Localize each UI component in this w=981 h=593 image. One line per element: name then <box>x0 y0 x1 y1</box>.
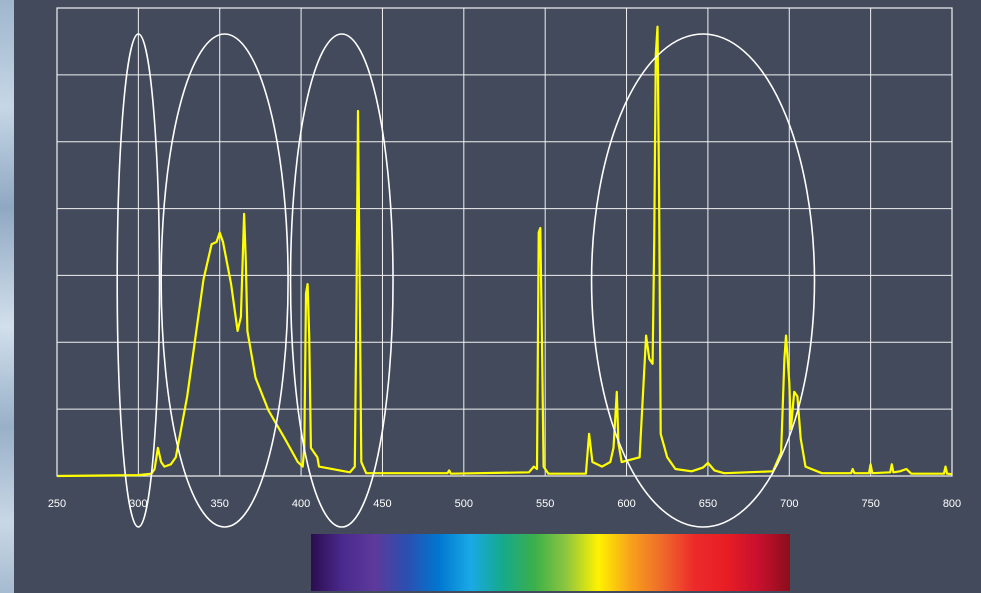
x-tick-labels: 250 300 350 400 450 500 550 600 650 700 750 800 <box>48 498 961 510</box>
x-tick-label: 450 <box>373 498 391 510</box>
plot-frame <box>56 7 953 477</box>
chart-series <box>56 25 953 478</box>
highlight-ellipse-4 <box>590 33 816 528</box>
highlight-ellipse-3 <box>289 33 394 528</box>
series-line-0 <box>56 25 953 478</box>
x-tick-label: 350 <box>211 498 229 510</box>
highlight-ellipses <box>116 33 816 528</box>
x-tick-label: 650 <box>699 498 717 510</box>
chart-grid <box>56 7 953 477</box>
highlight-ellipse-2 <box>160 33 289 528</box>
x-tick-label: 750 <box>861 498 879 510</box>
x-tick-label: 400 <box>292 498 310 510</box>
left-background-strip <box>0 0 14 593</box>
x-tick-label: 500 <box>455 498 473 510</box>
x-tick-label: 550 <box>536 498 554 510</box>
x-tick-label: 700 <box>780 498 798 510</box>
x-tick-label: 300 <box>129 498 147 510</box>
x-tick-label: 600 <box>617 498 635 510</box>
x-tick-label: 800 <box>943 498 961 510</box>
visible-spectrum-bar <box>311 534 790 591</box>
highlight-ellipse-1 <box>116 33 161 528</box>
x-tick-label: 250 <box>48 498 66 510</box>
